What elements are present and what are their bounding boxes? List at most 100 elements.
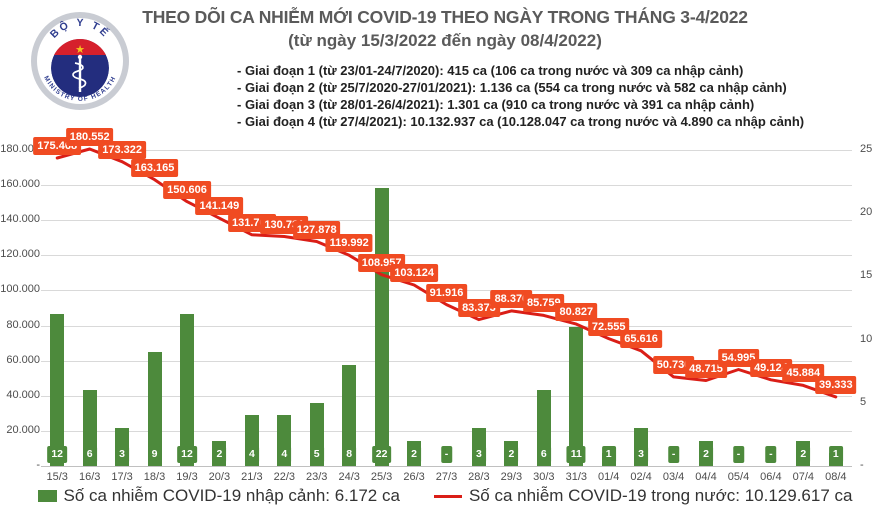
x-axis-date-label: 18/3 — [143, 471, 166, 483]
line-value-label: 65.616 — [620, 329, 662, 348]
gridline — [41, 255, 852, 257]
line-value-label: 48.715 — [685, 359, 727, 378]
bar-value-label: 2 — [504, 446, 519, 463]
page-title: THEO DÕI CA NHIỄM MỚI COVID-19 THEO NGÀY… — [142, 7, 748, 27]
line-value-label: 49.124 — [750, 358, 792, 377]
left-axis-tick-label: 40.000 — [6, 388, 40, 401]
left-axis-tick-label: 140.000 — [0, 213, 40, 226]
bar-value-label: 12 — [47, 446, 68, 463]
line-value-label: 50.730 — [652, 355, 695, 374]
legend: Số ca nhiễm COVID-19 nhập cảnh: 6.172 ca… — [0, 486, 890, 506]
x-axis-date-label: 15/3 — [46, 471, 68, 483]
import-cases-bar — [147, 352, 162, 466]
line-value-label: 80.827 — [555, 303, 598, 322]
import-cases-bar — [569, 327, 584, 466]
bar-value-label: - — [765, 446, 777, 463]
stage-line-2: - Giai đoạn 2 (từ 25/7/2020-27/01/2021):… — [237, 80, 787, 95]
line-value-label: 127.878 — [292, 220, 341, 239]
right-axis-tick-label: 15 — [860, 269, 873, 282]
bar-value-label: 2 — [796, 446, 811, 463]
x-axis-date-label: 08/4 — [825, 471, 847, 483]
x-axis-date-label: 26/3 — [403, 471, 425, 483]
x-axis-date-label: 29/3 — [500, 471, 523, 483]
x-axis-date-label: 04/4 — [695, 471, 717, 483]
rod-of-asclepius-icon — [72, 54, 87, 92]
left-axis-tick-label: 80.000 — [6, 318, 40, 331]
line-value-label: 54.995 — [717, 348, 760, 367]
left-axis-tick-label: 180.000 — [0, 143, 40, 155]
x-axis-date-label: 30/3 — [533, 471, 555, 483]
right-axis-tick-label: 20 — [860, 206, 873, 219]
gridline — [41, 150, 852, 151]
stage-line-4: - Giai đoạn 4 (từ 27/4/2021): 10.132.937… — [237, 114, 805, 129]
import-cases-bar — [180, 314, 194, 466]
line-value-label: 39.333 — [814, 375, 857, 394]
x-axis-date-label: 24/3 — [338, 471, 360, 483]
logo-star-icon: ★ — [75, 43, 85, 56]
right-axis-tick-label: - — [860, 459, 864, 471]
import-cases-bar — [342, 364, 357, 466]
header: THEO DÕI CA NHIỄM MỚI COVID-19 THEO NGÀY… — [0, 7, 890, 51]
x-axis-date-label: 20/3 — [208, 471, 231, 483]
bar-value-label: 3 — [115, 446, 130, 463]
line-value-label: 91.916 — [425, 283, 468, 302]
gridline — [41, 430, 852, 432]
x-axis-date-label: 25/3 — [370, 471, 393, 483]
line-value-label: 173.322 — [98, 140, 146, 159]
logo-emblem: ★ — [51, 39, 109, 97]
x-axis-line — [41, 466, 852, 467]
x-axis-date-label: 21/3 — [241, 471, 263, 483]
line-value-label: 141.149 — [195, 197, 244, 216]
legend-line-swatch — [433, 494, 462, 498]
right-axis-tick-label: 5 — [860, 395, 867, 408]
page-subtitle: (từ ngày 15/3/2022 đến ngày 08/4/2022) — [288, 31, 602, 50]
gridline — [41, 360, 852, 362]
x-axis-date-label: 17/3 — [111, 471, 133, 483]
x-axis-date-label: 27/3 — [435, 471, 458, 483]
bar-value-label: 12 — [177, 446, 197, 463]
bar-value-label: 1 — [828, 446, 843, 463]
bar-value-label: - — [440, 446, 453, 463]
left-axis-tick-label: - — [36, 459, 40, 471]
bar-value-label: 6 — [536, 446, 551, 463]
bar-value-label: 1 — [601, 446, 616, 463]
left-axis-tick-label: 20.000 — [6, 423, 40, 436]
left-axis-tick-label: 60.000 — [6, 353, 40, 366]
bar-value-label: 8 — [342, 446, 357, 463]
right-axis-tick-label: 10 — [860, 332, 873, 345]
x-axis-date-label: 31/3 — [565, 471, 588, 483]
stage-line-1: - Giai đoạn 1 (từ 23/01-24/7/2020): 415 … — [237, 63, 744, 78]
x-axis-date-label: 07/4 — [792, 471, 815, 483]
x-axis-date-label: 06/4 — [760, 471, 782, 483]
x-axis-date-label: 03/4 — [662, 471, 685, 483]
bar-value-label: 4 — [244, 446, 259, 463]
bar-value-label: 2 — [212, 446, 227, 463]
bar-value-label: 11 — [566, 446, 586, 463]
gridline — [41, 185, 852, 187]
line-value-label: 163.165 — [130, 158, 179, 177]
moh-logo: BỘ Y TẾ MINISTRY OF HEALTH ★ — [31, 12, 129, 110]
bar-value-label: 5 — [309, 446, 324, 463]
bar-value-label: - — [667, 446, 680, 463]
x-axis-date-label: 28/3 — [468, 471, 490, 483]
x-axis-date-label: 05/4 — [727, 471, 750, 483]
legend-label-domestic: Số ca nhiễm COVID-19 trong nước: 10.129.… — [468, 486, 853, 505]
line-value-label: 72.555 — [587, 317, 630, 336]
line-value-label: 83.373 — [458, 298, 500, 317]
line-value-label: 103.124 — [390, 264, 438, 282]
legend-item-domestic: Số ca nhiễm COVID-19 trong nước: 10.129.… — [433, 486, 853, 506]
bar-value-label: - — [732, 446, 745, 463]
bar-value-label: 2 — [407, 446, 422, 463]
right-axis-tick-label: 25 — [860, 143, 873, 155]
legend-item-imported: Số ca nhiễm COVID-19 nhập cảnh: 6.172 ca — [37, 486, 400, 506]
x-axis-date-label: 02/4 — [630, 471, 652, 483]
x-axis-date-label: 19/3 — [176, 471, 198, 483]
gridline — [41, 220, 852, 222]
legend-label-imported: Số ca nhiễm COVID-19 nhập cảnh: 6.172 ca — [63, 486, 400, 505]
bar-value-label: 22 — [371, 446, 392, 463]
line-value-label: 119.992 — [325, 234, 373, 253]
x-axis-date-label: 22/3 — [273, 471, 296, 483]
